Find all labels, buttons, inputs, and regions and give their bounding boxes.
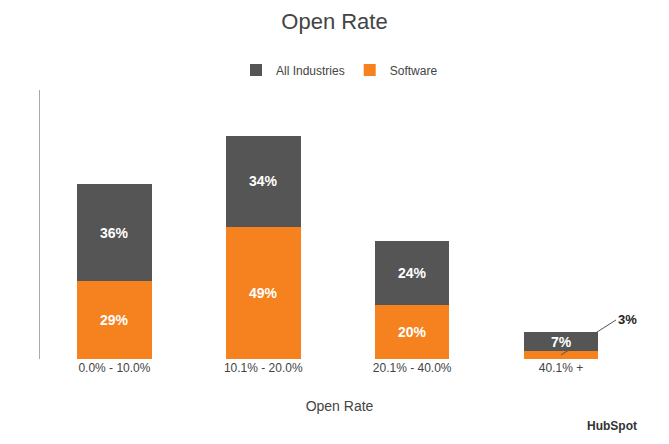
svg-text:Open Rate: Open Rate xyxy=(281,9,387,34)
svg-text:3%: 3% xyxy=(618,312,637,327)
svg-text:Open Rate: Open Rate xyxy=(306,398,374,414)
svg-text:29%: 29% xyxy=(100,312,129,328)
svg-text:HubSpot: HubSpot xyxy=(587,419,637,433)
svg-text:Software: Software xyxy=(390,64,438,78)
svg-text:7%: 7% xyxy=(551,334,572,350)
svg-text:49%: 49% xyxy=(249,285,278,301)
svg-text:34%: 34% xyxy=(249,173,278,189)
svg-text:24%: 24% xyxy=(398,265,427,281)
svg-text:40.1% +: 40.1% + xyxy=(539,361,583,375)
svg-text:20%: 20% xyxy=(398,324,427,340)
svg-text:0.0% - 10.0%: 0.0% - 10.0% xyxy=(78,361,150,375)
svg-text:36%: 36% xyxy=(100,225,129,241)
svg-text:All Industries: All Industries xyxy=(276,64,345,78)
svg-text:10.1% - 20.0%: 10.1% - 20.0% xyxy=(224,361,303,375)
svg-text:20.1% - 40.0%: 20.1% - 40.0% xyxy=(373,361,452,375)
